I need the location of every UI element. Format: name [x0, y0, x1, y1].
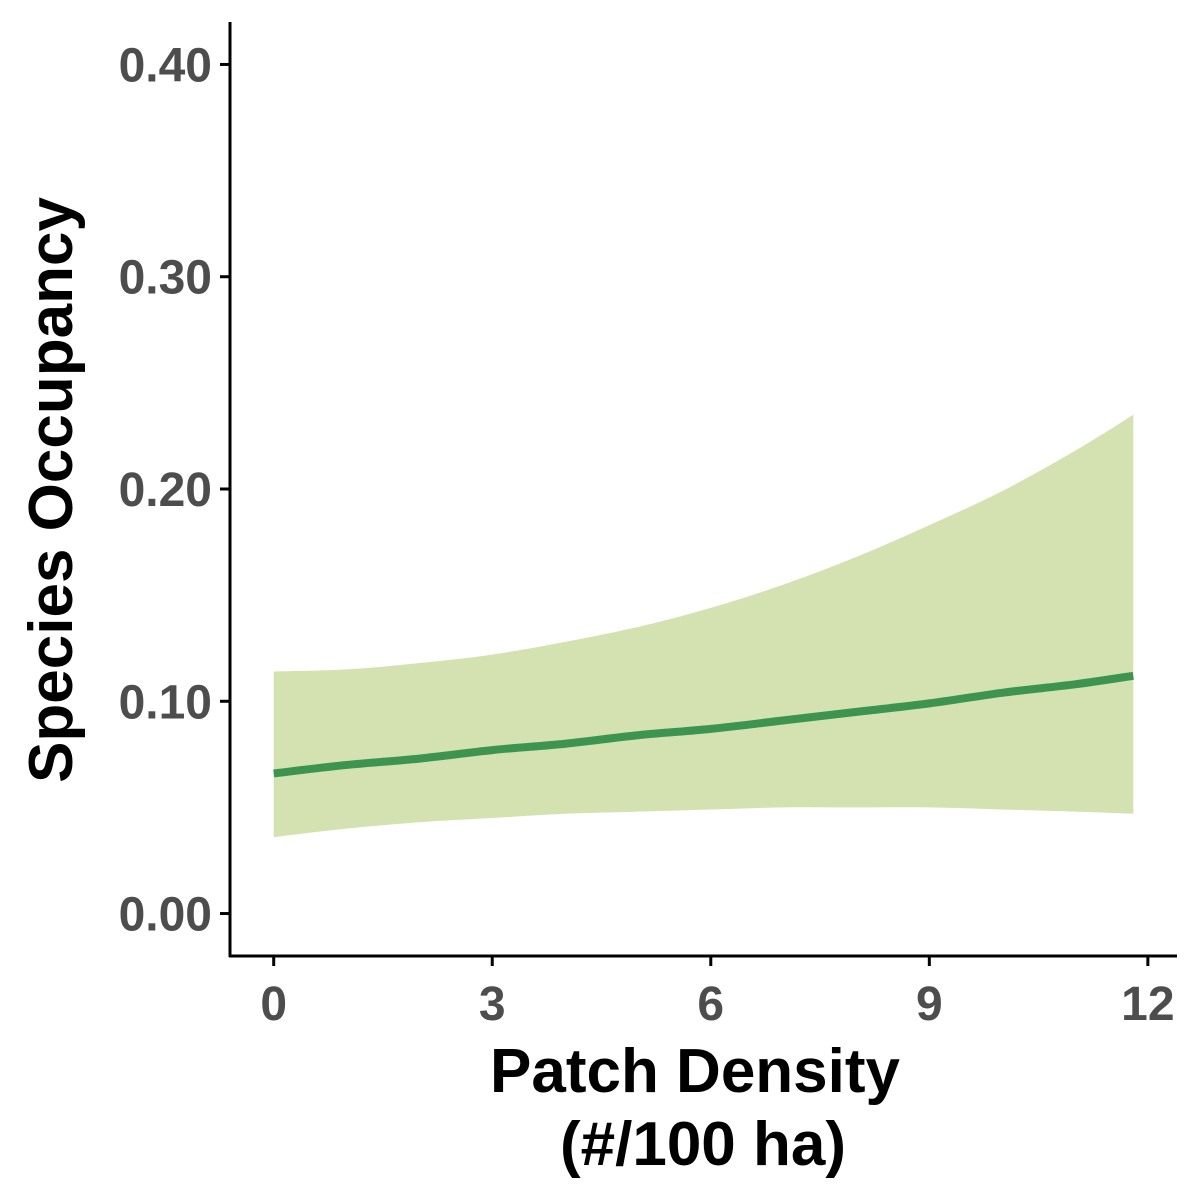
- x-tick-label: 12: [1121, 978, 1174, 1031]
- y-axis-title: Species Occupancy: [17, 197, 86, 783]
- axes: 0.00 0.10 0.20 0.30 0.40 0 3 6 9 12: [119, 22, 1177, 1031]
- y-tick-label: 0.30: [119, 252, 212, 305]
- x-tick-label: 9: [916, 978, 943, 1031]
- x-tick-label: 3: [479, 978, 506, 1031]
- x-tick-label: 0: [260, 978, 287, 1031]
- x-axis-ticks: 0 3 6 9 12: [260, 956, 1175, 1031]
- y-tick-label: 0.00: [119, 889, 212, 942]
- y-tick-label: 0.10: [119, 676, 212, 729]
- plot-area: [273, 414, 1134, 838]
- confidence-ribbon: [273, 414, 1134, 838]
- y-tick-label: 0.40: [119, 39, 212, 92]
- y-axis-ticks: 0.00 0.10 0.20 0.30 0.40: [119, 39, 230, 942]
- x-axis-title-unit: (#/100 ha): [560, 1110, 846, 1179]
- x-tick-label: 6: [697, 978, 724, 1031]
- fitted-line: [273, 671, 1134, 778]
- y-tick-label: 0.20: [119, 464, 212, 517]
- x-axis-title: Patch Density: [490, 1037, 901, 1106]
